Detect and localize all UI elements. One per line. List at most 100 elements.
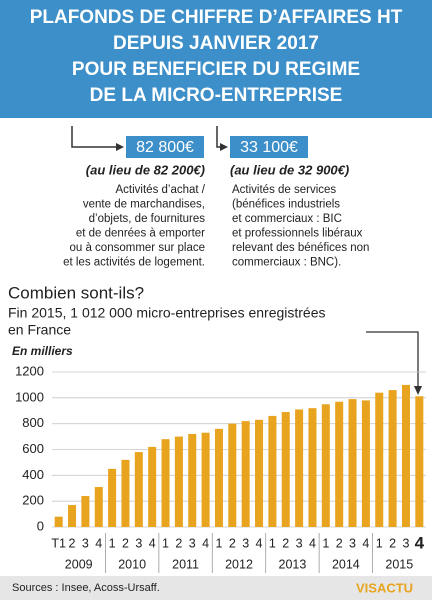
x-tick-label: 4 [256, 536, 263, 550]
bar [68, 505, 77, 527]
bar [214, 428, 223, 527]
bar [268, 415, 277, 527]
amount: 82 800€ [136, 139, 194, 156]
bar [201, 432, 210, 527]
bar [148, 446, 157, 527]
bar [335, 401, 344, 527]
x-tick-label: 2 [282, 536, 289, 550]
bar [295, 409, 304, 527]
y-tick-label: 400 [22, 467, 44, 482]
y-axis-label: En milliers [12, 344, 73, 358]
x-tick-label: 4 [202, 536, 209, 550]
title-line: PLAFONDS DE CHIFFRE D’AFFAIRES HT [30, 7, 403, 28]
arrow-head [220, 143, 228, 151]
bar [121, 459, 130, 527]
bar [134, 452, 143, 527]
description-line: Activités d’achat / [116, 184, 206, 196]
bar [281, 412, 290, 527]
x-tick-label: 4 [415, 533, 425, 552]
bar [415, 396, 424, 527]
description-line: Activités de services [232, 184, 336, 196]
arrow [71, 126, 118, 148]
chart-title: Combien sont-ils? [8, 283, 144, 302]
x-tick-label: 3 [402, 536, 409, 550]
description-line: (bénéfices industriels [232, 199, 340, 211]
header-title: PLAFONDS DE CHIFFRE D’AFFAIRES HT DEPUIS … [30, 7, 403, 106]
header-band [0, 0, 432, 118]
previous-amount: (au lieu de 82 200€) [86, 162, 205, 177]
x-tick-label: T1 [51, 536, 66, 550]
x-tick-label: 1 [269, 536, 276, 550]
group-label: 2015 [385, 557, 413, 571]
description-line: commerciaux : BNC). [232, 257, 341, 269]
description-line: relevant des bénéfices non [232, 242, 369, 254]
bar [161, 439, 170, 527]
bar [241, 421, 250, 527]
x-tick-label: 3 [349, 536, 356, 550]
x-tick-label: 4 [309, 536, 316, 550]
y-tick-label: 0 [37, 518, 44, 533]
x-tick-label: 1 [376, 536, 383, 550]
subtitle-line: Fin 2015, 1 012 000 micro-entreprises en… [8, 305, 326, 321]
subtitle-line: en France [8, 322, 71, 338]
pointer-arrow [366, 331, 419, 388]
x-tick-label: 2 [69, 536, 76, 550]
x-tick-label: 4 [362, 536, 369, 550]
x-tick-label: 2 [229, 536, 236, 550]
description-line: d’objets, de fournitures [89, 213, 206, 225]
x-tick-label: 3 [189, 536, 196, 550]
chart-subtitle: Fin 2015, 1 012 000 micro-entreprises en… [8, 305, 326, 338]
x-tick-label: 3 [296, 536, 303, 550]
amount-box [230, 136, 308, 158]
description-line: et de denrées à emporter [76, 228, 205, 240]
bar [108, 468, 117, 527]
bar [388, 390, 397, 527]
title-line: DEPUIS JANVIER 2017 [113, 33, 319, 54]
description-line: et les activités de logement. [63, 257, 205, 269]
description-line: vente de marchandises, [83, 199, 205, 211]
bar [255, 419, 264, 527]
bar [321, 404, 330, 527]
arrow-head [116, 143, 124, 151]
description-line: et commerciaux : BIC [232, 213, 342, 225]
bar [54, 516, 63, 527]
group-label: 2010 [118, 557, 146, 571]
descriptions: Activités d’achat / vente de marchandises… [63, 184, 369, 269]
bar [174, 436, 183, 527]
y-tick-label: 1200 [15, 363, 44, 378]
x-tick-label: 4 [149, 536, 156, 550]
bar [94, 486, 103, 527]
description-line: et professionnels libéraux [232, 228, 363, 240]
group-label: 2013 [279, 557, 307, 571]
bar [228, 423, 237, 527]
x-tick-label: 2 [389, 536, 396, 550]
y-tick-label: 600 [22, 441, 44, 456]
y-tick-label: 800 [22, 415, 44, 430]
y-tick-label: 200 [22, 493, 44, 508]
arrow-head [414, 386, 422, 395]
bar [375, 392, 384, 527]
logo: VISACTU [356, 580, 413, 595]
bar [188, 434, 197, 527]
x-tick-label: 3 [82, 536, 89, 550]
x-tick-label: 2 [336, 536, 343, 550]
group-label: 2011 [172, 557, 199, 571]
footer-band [0, 576, 432, 600]
x-tick-label: 1 [109, 536, 116, 550]
previous-amount: (au lieu de 32 900€) [230, 162, 349, 177]
amount: 33 100€ [240, 139, 298, 156]
x-tick-label: 2 [175, 536, 182, 550]
description-line: ou à consommer sur place [69, 242, 205, 254]
x-tick-label: 1 [215, 536, 222, 550]
bar [361, 400, 370, 527]
bar [348, 399, 357, 527]
title-line: DE LA MICRO-ENTREPRISE [90, 85, 343, 106]
source: Sources : Insee, Acoss-Ursaff. [12, 582, 160, 594]
amount-box [126, 136, 204, 158]
group-label: 2014 [332, 557, 360, 571]
title-line: POUR BENEFICIER DU REGIME [72, 59, 360, 80]
bar [308, 408, 317, 527]
